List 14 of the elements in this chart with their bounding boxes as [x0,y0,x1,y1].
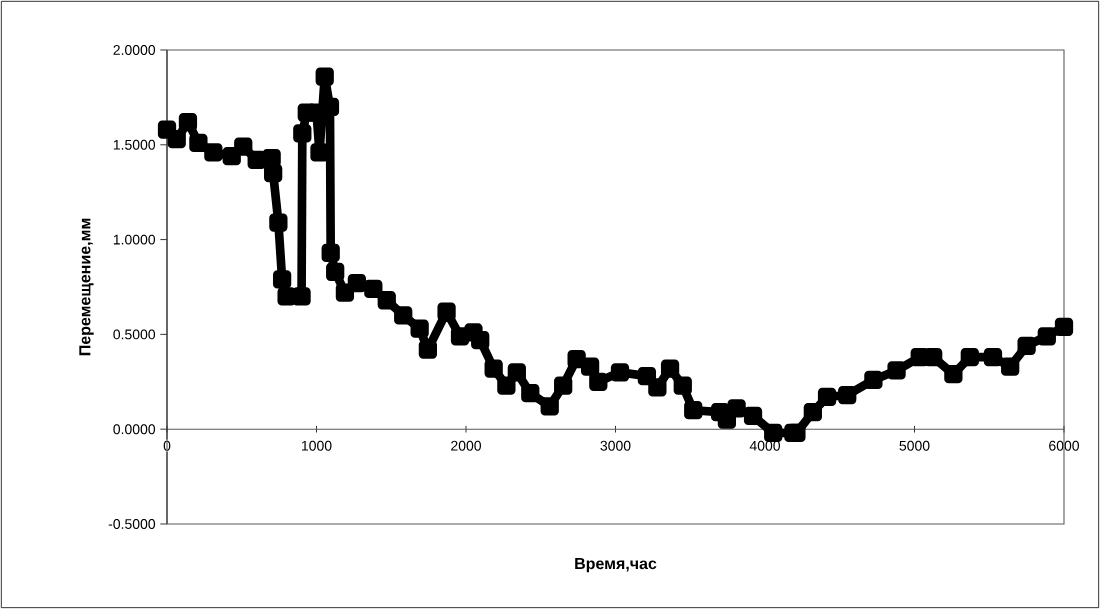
x-axis-title: Время,час [575,558,657,573]
y-tick-label: 1.5000 [113,139,156,150]
y-tick-label: 1.0000 [113,234,156,245]
x-tick-label: 5000 [899,440,930,451]
y-axis-title: Перемещение,мм [79,218,94,356]
y-tick-label: 2.0000 [113,45,156,55]
x-tick-label: 3000 [600,440,631,451]
x-tick-label: 2000 [451,440,482,451]
x-tick-label: 6000 [1049,440,1080,451]
y-tick-label: 0.5000 [113,329,156,340]
x-tick-label: 1000 [302,440,332,451]
x-tick-label: 0 [163,440,171,451]
y-tick-label: -0.5000 [108,519,156,529]
y-tick-label: 0.0000 [113,424,156,435]
